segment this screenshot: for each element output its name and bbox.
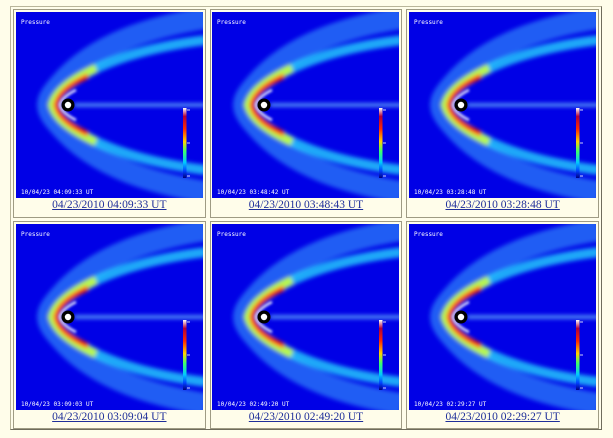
bow-shock-core [249, 285, 286, 348]
pressure-plot-thumbnail[interactable]: Pressure 10/04/23 03:48:42 UT [212, 12, 400, 198]
colorbar [182, 108, 187, 178]
plot-timestamp: 10/04/23 02:29:27 UT [414, 401, 487, 408]
timestamp-link[interactable]: 04/23/2010 03:28:48 UT [445, 199, 560, 211]
gallery-cell: Pressure 10/04/23 03:09:03 UT 04/23/2010… [13, 220, 206, 429]
pressure-plot-thumbnail[interactable]: Pressure 10/04/23 04:09:33 UT [15, 12, 203, 198]
colorbar [379, 319, 383, 390]
gallery-cell: Pressure 10/04/23 02:49:20 UT 04/23/2010… [209, 220, 403, 429]
bow-shock-core [53, 73, 89, 137]
earth-marker-ring [457, 101, 465, 109]
bow-shock-front [243, 63, 295, 147]
colorbar [182, 319, 187, 390]
earth-marker-ring [64, 313, 72, 320]
plot-label: Pressure [414, 231, 443, 238]
bow-shock-core [249, 73, 286, 137]
plot-timestamp: 10/04/23 02:49:20 UT [217, 401, 290, 408]
image-gallery: Pressure 10/04/23 04:09:33 UT 04/23/2010… [10, 6, 602, 430]
plot-timestamp: 10/04/23 03:28:48 UT [414, 189, 487, 196]
bow-shock-front [440, 63, 492, 147]
bow-shock-front [47, 275, 98, 358]
plot-label: Pressure [414, 19, 443, 26]
timestamp-link[interactable]: 04/23/2010 03:09:04 UT [52, 410, 167, 423]
timestamp-link[interactable]: 04/23/2010 02:49:20 UT [248, 410, 364, 423]
bow-shock-core [53, 285, 89, 348]
gallery-cell: Pressure 10/04/23 03:28:48 UT 04/23/2010… [406, 9, 599, 218]
plot-timestamp: 10/04/23 04:09:33 UT [21, 189, 94, 196]
colorbar [576, 319, 580, 390]
bow-shock-front [47, 63, 98, 147]
plot-label: Pressure [21, 19, 50, 26]
timestamp-link[interactable]: 04/23/2010 04:09:33 UT [52, 199, 167, 211]
plot-timestamp: 10/04/23 03:09:03 UT [21, 401, 94, 408]
plot-timestamp: 10/04/23 03:48:42 UT [217, 189, 290, 196]
colorbar [576, 108, 580, 178]
pressure-plot-thumbnail[interactable]: Pressure 10/04/23 02:29:27 UT [409, 223, 597, 410]
pressure-plot-thumbnail[interactable]: Pressure 10/04/23 02:49:20 UT [212, 223, 400, 410]
plot-label: Pressure [21, 231, 50, 238]
magnetopause-highlight [58, 88, 77, 122]
plot-label: Pressure [217, 231, 246, 238]
timestamp-link[interactable]: 04/23/2010 02:29:27 UT [445, 410, 560, 423]
magnetopause-highlight [255, 88, 274, 122]
gallery-cell: Pressure 10/04/23 02:29:27 UT 04/23/2010… [406, 220, 599, 429]
bow-shock-front [243, 275, 295, 358]
gallery-cell: Pressure 10/04/23 04:09:33 UT 04/23/2010… [13, 9, 206, 218]
earth-marker-ring [261, 101, 268, 109]
magnetopause-highlight [451, 88, 470, 122]
bow-shock-core [446, 73, 483, 137]
gallery-cell: Pressure 10/04/23 03:48:42 UT 04/23/2010… [209, 9, 403, 218]
timestamp-link[interactable]: 04/23/2010 03:48:43 UT [248, 199, 364, 211]
pressure-plot-thumbnail[interactable]: Pressure 10/04/23 03:28:48 UT [409, 12, 597, 198]
bow-shock-front [440, 275, 492, 358]
magnetopause-highlight [58, 300, 77, 333]
plot-label: Pressure [217, 19, 246, 26]
colorbar [379, 108, 383, 178]
earth-marker-ring [64, 101, 72, 109]
magnetopause-highlight [451, 300, 470, 333]
magnetopause-highlight [255, 300, 274, 333]
earth-marker-ring [261, 313, 268, 320]
earth-marker-ring [457, 313, 465, 320]
pressure-plot-thumbnail[interactable]: Pressure 10/04/23 03:09:03 UT [15, 223, 203, 410]
bow-shock-core [446, 285, 483, 348]
